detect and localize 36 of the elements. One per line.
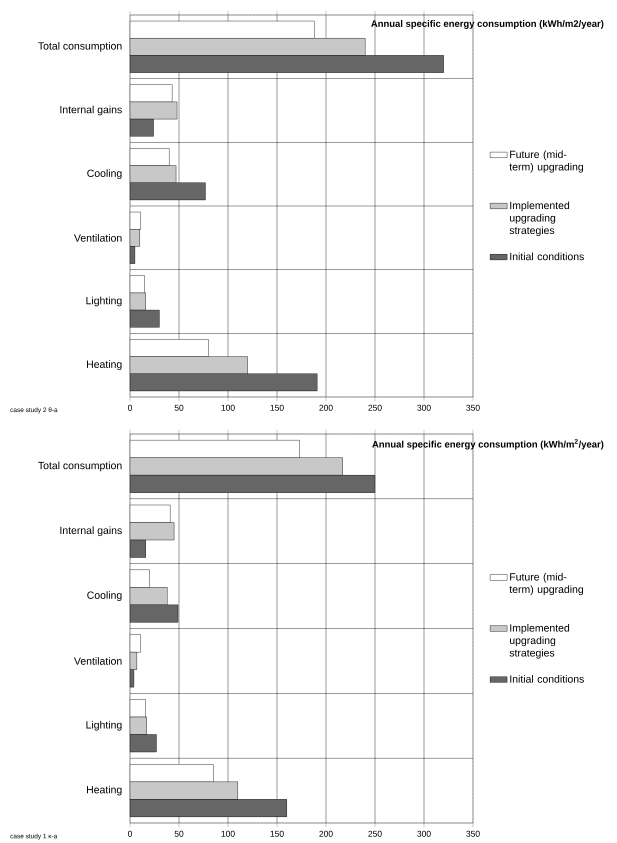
- y-tick-label: Ventilation: [74, 234, 122, 242]
- x-tick-label: 250: [368, 830, 382, 837]
- y-tick-label: Lighting: [86, 296, 122, 306]
- y-tick-label: Internal gains: [60, 106, 122, 116]
- x-tick-label: 200: [319, 404, 333, 411]
- x-tick-label: 100: [222, 830, 235, 837]
- x-tick-label: 250: [368, 404, 382, 411]
- x-tick-label: 200: [319, 830, 333, 837]
- y-tick-label: Ventilation: [74, 657, 122, 665]
- x-tick-label: 300: [417, 404, 431, 411]
- y-tick-label: Heating: [87, 786, 122, 796]
- legend-label: Initial conditions: [510, 252, 584, 260]
- y-tick-label: Heating: [87, 360, 122, 370]
- y-tick-label: Cooling: [87, 169, 122, 180]
- y-tick-label: Total consumption: [38, 42, 122, 52]
- x-tick-label: 150: [270, 830, 284, 837]
- x-tick-label: 0: [128, 404, 132, 411]
- legend-label: Implemented upgrading strategies: [510, 624, 570, 659]
- y-tick-label: Total consumption: [38, 462, 122, 472]
- legend-label: Initial conditions: [510, 675, 584, 683]
- x-tick-label: 350: [466, 830, 480, 837]
- y-tick-label: Internal gains: [60, 526, 122, 536]
- x-tick-label: 150: [270, 404, 284, 411]
- legend-label: Future (mid-term) upgrading: [509, 572, 584, 596]
- x-tick-label: 50: [174, 404, 184, 411]
- y-tick-label: Cooling: [87, 591, 122, 601]
- x-tick-label: 350: [466, 404, 480, 411]
- legend-label: Future (mid-term) upgrading: [509, 150, 584, 173]
- x-tick-label: 300: [417, 830, 431, 837]
- text: Annual specific energy consumption (kWh/m$^{2}$/year): [372, 439, 604, 450]
- x-tick-label: 100: [222, 404, 235, 411]
- x-tick-label: 50: [174, 830, 184, 837]
- chart-title: Annual specific energy consumption (kWh/m2/year): [371, 20, 604, 29]
- y-tick-label: Lighting: [86, 720, 122, 731]
- x-tick-label: 0: [128, 830, 132, 837]
- legend-label: Implemented upgrading strategies: [510, 201, 570, 236]
